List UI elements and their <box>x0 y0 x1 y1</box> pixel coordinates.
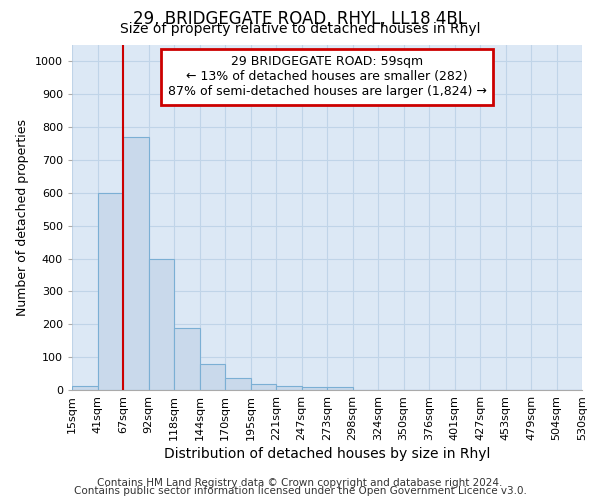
Bar <box>225 378 251 390</box>
X-axis label: Distribution of detached houses by size in Rhyl: Distribution of detached houses by size … <box>164 447 490 461</box>
Bar <box>327 388 353 390</box>
Text: 29, BRIDGEGATE ROAD, RHYL, LL18 4BL: 29, BRIDGEGATE ROAD, RHYL, LL18 4BL <box>133 10 467 28</box>
Bar <box>149 258 174 390</box>
Bar <box>199 364 225 390</box>
Bar <box>302 386 327 390</box>
Bar <box>276 386 302 390</box>
Bar <box>97 193 123 390</box>
Text: 29 BRIDGEGATE ROAD: 59sqm
← 13% of detached houses are smaller (282)
87% of semi: 29 BRIDGEGATE ROAD: 59sqm ← 13% of detac… <box>167 56 487 98</box>
Bar <box>251 384 276 390</box>
Text: Contains public sector information licensed under the Open Government Licence v3: Contains public sector information licen… <box>74 486 526 496</box>
Y-axis label: Number of detached properties: Number of detached properties <box>16 119 29 316</box>
Bar <box>72 386 97 390</box>
Bar <box>123 137 149 390</box>
Bar <box>174 328 199 390</box>
Text: Size of property relative to detached houses in Rhyl: Size of property relative to detached ho… <box>120 22 480 36</box>
Text: Contains HM Land Registry data © Crown copyright and database right 2024.: Contains HM Land Registry data © Crown c… <box>97 478 503 488</box>
